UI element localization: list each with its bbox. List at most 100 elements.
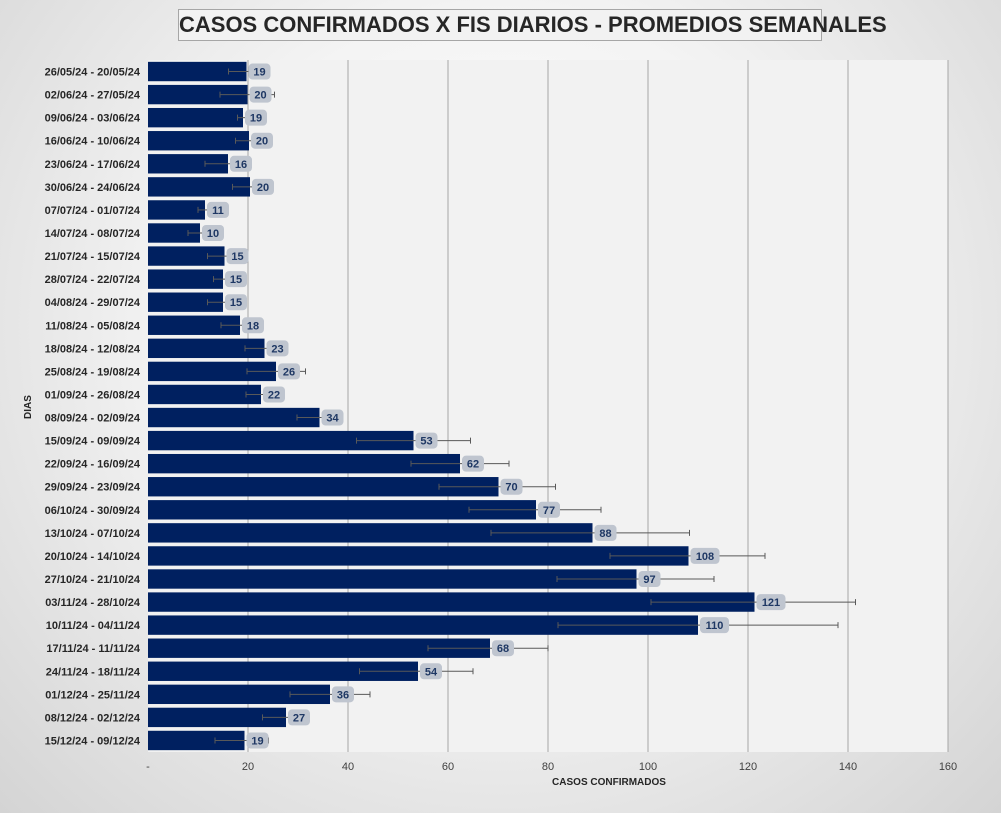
bar [148, 315, 240, 335]
data-label-text: 36 [337, 689, 349, 701]
data-label-text: 62 [467, 459, 479, 471]
bar [148, 707, 286, 728]
data-label: 10 [202, 225, 224, 241]
category-label: 25/08/24 - 19/08/24 [45, 366, 141, 378]
data-label-text: 20 [254, 90, 266, 102]
data-label: 97 [638, 571, 661, 587]
bar [148, 684, 330, 705]
bar [148, 615, 698, 635]
bar [148, 592, 755, 612]
data-label: 26 [278, 363, 300, 380]
data-label: 108 [690, 547, 720, 564]
data-label: 88 [594, 524, 617, 541]
bar [148, 500, 536, 520]
data-label-text: 19 [251, 735, 263, 747]
error-bars [187, 68, 856, 744]
gridlines [247, 60, 949, 752]
data-label-box [288, 709, 310, 726]
data-label: 20 [249, 86, 272, 103]
bar [148, 269, 223, 289]
category-label: 15/12/24 - 09/12/24 [45, 735, 141, 747]
data-label-box [263, 386, 285, 403]
chart-title: CASOS CONFIRMADOS X FIS DIARIOS - PROMED… [178, 9, 887, 41]
x-tick-labels: - 20 40 60 80 100 120 140 160 [146, 761, 957, 773]
x-axis-label: CASOS CONFIRMADOS [552, 777, 666, 788]
category-label: 23/06/24 - 17/06/24 [45, 159, 141, 171]
data-label-box [225, 294, 247, 311]
data-label-text: 121 [762, 597, 780, 609]
category-label: 20/10/24 - 14/10/24 [45, 551, 141, 563]
category-label: 08/12/24 - 02/12/24 [45, 712, 141, 724]
data-label-text: 27 [293, 712, 305, 724]
category-label: 24/11/24 - 18/11/24 [46, 666, 141, 678]
data-label-box [202, 225, 224, 241]
bar [148, 453, 460, 474]
data-label-box [266, 340, 289, 357]
bar [148, 569, 637, 589]
bar [148, 407, 320, 428]
data-label: 15 [226, 248, 249, 265]
category-label: 28/07/24 - 22/07/24 [45, 274, 141, 286]
x-tick-label: 60 [442, 761, 454, 773]
data-label-text: 11 [212, 205, 224, 217]
data-label: 36 [332, 686, 354, 703]
data-label-box [420, 663, 442, 680]
bars [148, 61, 755, 751]
bar [148, 200, 205, 220]
data-label-box [415, 432, 438, 449]
data-label-box [594, 524, 617, 541]
data-label-text: 88 [599, 528, 611, 540]
bar [148, 361, 276, 382]
bar [148, 154, 228, 174]
data-label-box [246, 732, 269, 749]
bar [148, 107, 243, 128]
bar [148, 661, 418, 681]
bar [148, 246, 225, 266]
data-label-box [249, 86, 272, 103]
data-label-text: 15 [230, 274, 242, 286]
data-label-box [248, 63, 271, 80]
bar [148, 61, 247, 82]
error-bar [356, 437, 471, 444]
data-label-text: 110 [706, 620, 724, 632]
data-label: 27 [288, 709, 310, 726]
data-label-text: 34 [326, 413, 339, 425]
data-label-box [321, 409, 344, 426]
bar [148, 730, 245, 751]
x-tick-label: 80 [542, 761, 554, 773]
data-label: 19 [245, 109, 267, 126]
data-label-box [278, 363, 300, 380]
data-label: 34 [321, 409, 344, 426]
data-label-box [245, 109, 267, 126]
data-label: 110 [700, 617, 729, 634]
data-label-text: 108 [696, 551, 714, 563]
error-bar [359, 668, 474, 675]
x-tick-label: 40 [342, 761, 354, 773]
bar [148, 477, 499, 497]
error-bar [557, 622, 839, 629]
data-label-box [500, 478, 523, 495]
data-label-text: 20 [257, 182, 269, 194]
category-label: 21/07/24 - 15/07/24 [45, 251, 141, 263]
category-label: 30/06/24 - 24/06/24 [45, 182, 141, 194]
category-label: 15/09/24 - 09/09/24 [45, 436, 141, 448]
y-axis-label: DIAS [23, 395, 34, 419]
data-label-text: 70 [505, 482, 517, 494]
category-labels: 26/05/24 - 20/05/24 02/06/24 - 27/05/24 09… [45, 67, 141, 748]
category-label: 09/06/24 - 03/06/24 [45, 113, 141, 125]
data-label: 23 [266, 340, 289, 357]
category-label: 01/09/24 - 26/08/24 [45, 389, 141, 401]
data-label-text: 18 [247, 320, 259, 332]
category-label: 29/09/24 - 23/09/24 [45, 482, 141, 494]
data-label-box [492, 640, 514, 657]
data-label-box [700, 617, 729, 634]
data-label-text: 23 [271, 343, 283, 355]
data-label-box [207, 201, 229, 218]
data-label-text: 77 [543, 505, 555, 517]
category-label: 11/08/24 - 05/08/24 [45, 320, 141, 332]
data-label-box [242, 317, 264, 334]
x-tick-label: - [146, 761, 150, 773]
data-label-box [538, 501, 560, 518]
category-label: 07/07/24 - 01/07/24 [45, 205, 141, 217]
